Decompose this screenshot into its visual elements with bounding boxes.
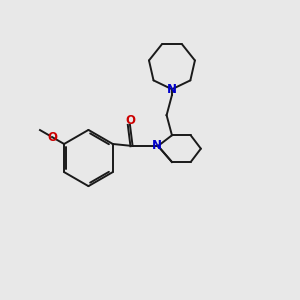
- Text: O: O: [47, 130, 57, 143]
- Text: O: O: [125, 114, 135, 127]
- Text: N: N: [152, 139, 162, 152]
- Text: N: N: [167, 83, 177, 96]
